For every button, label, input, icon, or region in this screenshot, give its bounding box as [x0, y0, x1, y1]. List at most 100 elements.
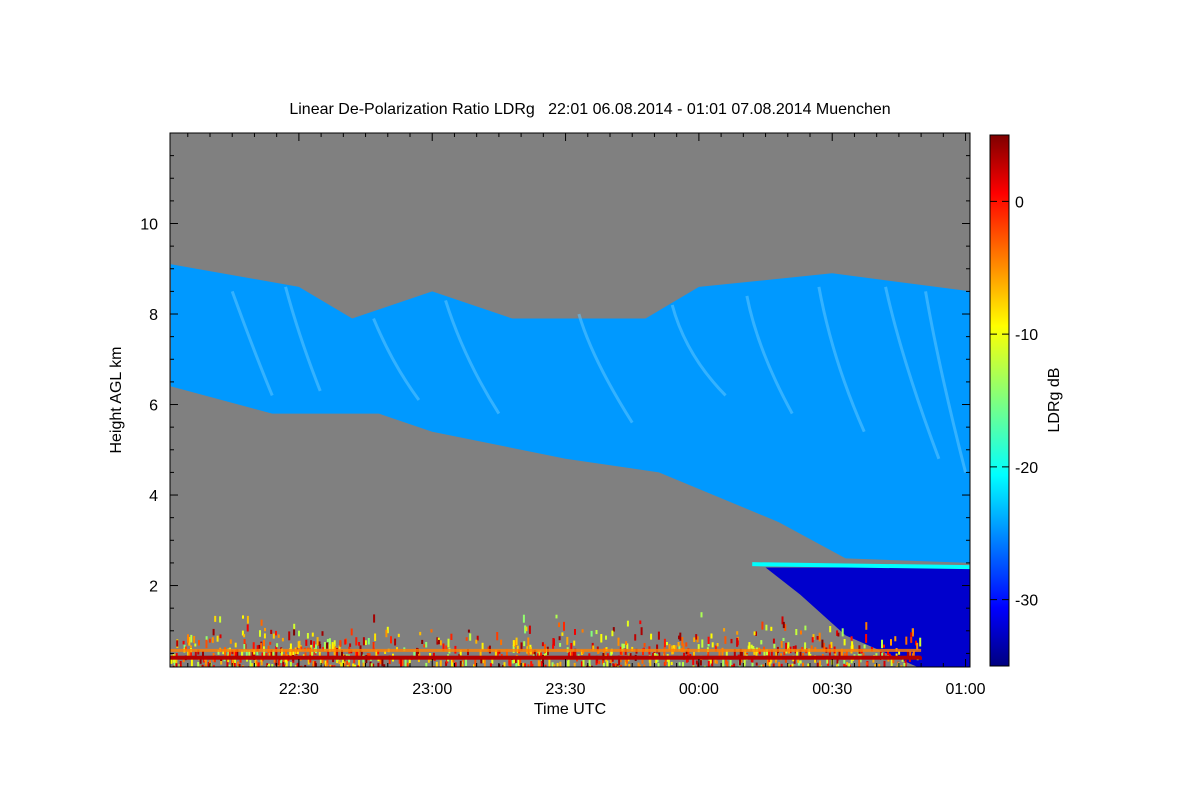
aerosol-speckle	[874, 664, 877, 667]
aerosol-speckle	[778, 662, 781, 667]
aerosol-speckle	[736, 637, 739, 647]
colorbar	[989, 134, 1010, 667]
aerosol-speckle	[763, 649, 766, 657]
aerosol-speckle	[289, 662, 292, 667]
aerosol-speckle	[762, 664, 765, 667]
aerosol-speckle	[314, 663, 317, 667]
aerosol-speckle	[580, 661, 583, 667]
aerosol-speckle	[525, 626, 528, 632]
aerosol-speckle	[233, 649, 236, 658]
aerosol-speckle	[621, 643, 624, 651]
aerosol-speckle	[545, 648, 548, 656]
aerosol-speckle	[573, 662, 576, 667]
aerosol-speckle	[910, 632, 913, 637]
aerosol-speckle	[212, 628, 215, 636]
aerosol-speckle	[816, 636, 819, 640]
aerosol-speckle	[355, 637, 358, 646]
aerosol-speckle	[265, 652, 268, 658]
aerosol-speckle	[555, 614, 558, 619]
aerosol-speckle	[797, 658, 800, 663]
aerosol-speckle	[796, 650, 799, 660]
aerosol-speckle	[374, 633, 377, 642]
aerosol-speckle	[217, 649, 220, 655]
aerosol-speckle	[341, 649, 343, 657]
aerosol-speckle	[381, 658, 384, 667]
aerosol-speckle	[572, 651, 575, 657]
aerosol-speckle	[236, 649, 239, 658]
aerosol-speckle	[204, 659, 207, 667]
aerosol-speckle	[257, 662, 260, 667]
aerosol-speckle	[482, 659, 485, 664]
aerosol-speckle	[406, 662, 409, 667]
aerosol-speckle	[222, 650, 225, 655]
aerosol-speckle	[435, 661, 438, 667]
aerosol-speckle	[715, 660, 718, 664]
aerosol-speckle	[812, 634, 815, 640]
aerosol-speckle	[768, 660, 771, 667]
aerosol-speckle	[281, 637, 284, 642]
aerosol-speckle	[784, 657, 787, 663]
aerosol-speckle	[205, 639, 208, 649]
aerosol-speckle	[846, 662, 849, 666]
aerosol-speckle	[750, 644, 753, 649]
aerosol-speckle	[328, 644, 331, 652]
aerosol-speckle	[408, 656, 411, 665]
aerosol-speckle	[187, 634, 189, 643]
aerosol-speckle	[883, 644, 885, 648]
aerosol-speckle	[338, 645, 341, 650]
aerosol-speckle	[372, 642, 375, 651]
aerosol-speckle	[574, 629, 576, 635]
aerosol-speckle	[612, 627, 615, 632]
aerosol-speckle	[890, 639, 892, 646]
y-axis-label: Height AGL km	[108, 346, 125, 453]
aerosol-speckle	[791, 663, 794, 667]
aerosol-speckle	[175, 663, 178, 667]
aerosol-speckle	[339, 640, 342, 647]
aerosol-speckle	[194, 651, 197, 659]
y-tick-label: 8	[149, 307, 158, 324]
aerosol-speckle	[311, 651, 314, 658]
aerosol-speckle	[404, 659, 407, 667]
aerosol-speckle	[724, 636, 727, 644]
aerosol-speckle	[639, 620, 642, 625]
aerosol-speckle	[256, 663, 259, 667]
aerosol-speckle	[305, 639, 308, 646]
aerosol-speckle	[699, 660, 702, 666]
aerosol-speckle	[739, 656, 741, 666]
aerosol-speckle	[346, 660, 349, 665]
aerosol-speckle	[476, 635, 479, 641]
aerosol-speckle	[865, 622, 868, 630]
aerosol-speckle	[637, 662, 640, 667]
aerosol-speckle	[467, 649, 469, 656]
aerosol-speckle	[653, 653, 656, 658]
aerosol-speckle	[306, 633, 309, 639]
aerosol-speckle	[682, 643, 685, 653]
aerosol-speckle	[561, 632, 564, 636]
aerosol-speckle	[733, 663, 736, 667]
y-tick-label: 6	[149, 398, 158, 415]
aerosol-speckle	[183, 644, 186, 648]
aerosol-speckle	[783, 651, 786, 656]
aerosol-speckle	[263, 639, 265, 647]
aerosol-speckle	[570, 652, 573, 658]
aerosol-speckle	[898, 650, 901, 655]
aerosol-speckle	[285, 650, 287, 659]
aerosol-speckle	[321, 656, 324, 664]
aerosol-speckle	[212, 665, 215, 667]
aerosol-speckle	[693, 637, 696, 642]
aerosol-speckle	[461, 664, 464, 667]
aerosol-speckle	[620, 651, 623, 656]
aerosol-speckle	[519, 659, 522, 665]
aerosol-speckle	[188, 649, 191, 656]
chart-title: Linear De-Polarization Ratio LDRg 22:01 …	[289, 101, 890, 118]
aerosol-speckle	[795, 629, 798, 636]
aerosol-speckle	[254, 664, 257, 667]
aerosol-speckle	[207, 662, 210, 667]
aerosol-speckle	[829, 626, 832, 633]
aerosol-speckle	[900, 665, 903, 667]
aerosol-speckle	[419, 631, 422, 636]
aerosol-speckle	[700, 612, 703, 618]
aerosol-speckle	[785, 642, 788, 651]
aerosol-speckle	[242, 615, 244, 619]
aerosol-speckle	[782, 637, 785, 641]
